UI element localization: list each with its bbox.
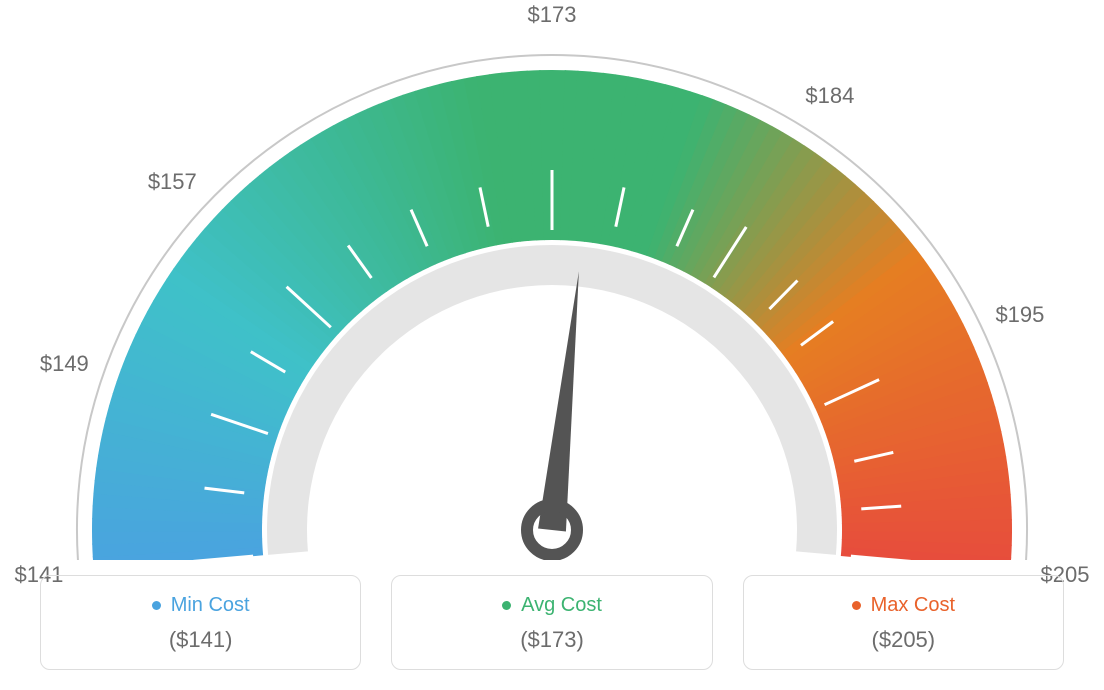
legend-label-min: Min Cost [171,594,250,617]
legend-card-min: Min Cost ($141) [40,575,361,670]
legend-card-avg: Avg Cost ($173) [391,575,712,670]
gauge-tick-label: $157 [148,169,197,195]
legend-dot-max [852,601,861,610]
legend-label-avg: Avg Cost [521,594,602,617]
legend-value-min: ($141) [51,627,350,653]
legend-title-avg: Avg Cost [502,594,602,617]
gauge-chart: $141$149$157$173$184$195$205 [0,0,1104,560]
legend-value-max: ($205) [754,627,1053,653]
gauge-tick-label: $173 [528,2,577,28]
legend-row: Min Cost ($141) Avg Cost ($173) Max Cost… [40,575,1064,670]
legend-dot-min [152,601,161,610]
legend-value-avg: ($173) [402,627,701,653]
legend-title-max: Max Cost [852,594,955,617]
gauge-tick-label: $184 [805,83,854,109]
gauge-tick-label: $195 [995,302,1044,328]
legend-card-max: Max Cost ($205) [743,575,1064,670]
gauge-tick-label: $149 [40,351,89,377]
legend-label-max: Max Cost [871,594,955,617]
legend-title-min: Min Cost [152,594,250,617]
gauge-svg [0,0,1104,560]
legend-dot-avg [502,601,511,610]
